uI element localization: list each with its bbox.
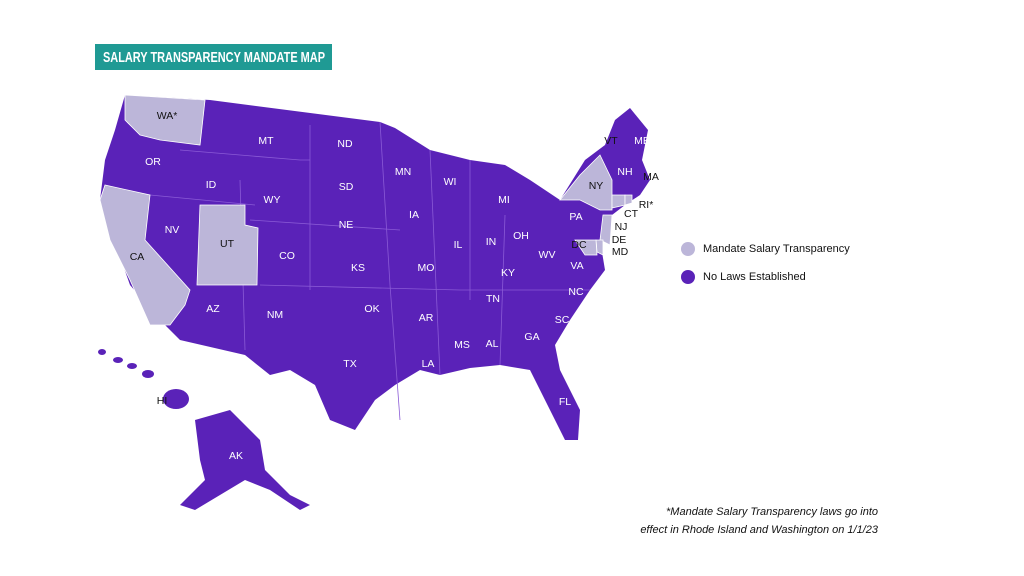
state-label: AL [486, 338, 499, 350]
state-label: AZ [206, 303, 220, 315]
state-label: KS [351, 262, 365, 274]
state-label: MT [258, 135, 274, 147]
state-label: SD [339, 181, 354, 193]
state-label: PA [569, 211, 582, 223]
state-label: UT [220, 238, 235, 250]
state-label: VT [604, 135, 618, 147]
state-shape [624, 194, 633, 206]
state-border [259, 284, 461, 291]
lower-48 [100, 95, 650, 440]
state-label: CT [624, 208, 639, 220]
alaska [180, 410, 310, 510]
state-label: SC [555, 314, 570, 326]
state-label: OR [145, 156, 161, 168]
state-label: AR [419, 312, 434, 324]
state-label: WI [444, 176, 457, 188]
state-label: ID [206, 179, 217, 191]
state-label: DC [571, 239, 587, 251]
state-label: WA* [157, 110, 178, 122]
state-label: ME [634, 135, 650, 147]
state-label: VA [570, 260, 583, 272]
title: SALARY TRANSPARENCY MANDATE MAP [103, 49, 325, 66]
state-label: IA [409, 209, 419, 221]
state-label: TX [343, 358, 356, 370]
hawaii-island [142, 370, 154, 378]
state-label: DE [612, 234, 627, 246]
state-label: MN [395, 166, 411, 178]
hawaii-island [127, 363, 137, 369]
legend-swatch [681, 270, 695, 284]
state-label: ND [337, 138, 353, 150]
state-label: IL [454, 239, 463, 251]
state-label: FL [559, 396, 571, 408]
state-label: OH [513, 230, 529, 242]
state-label: NC [568, 286, 584, 298]
footnote: effect in Rhode Island and Washington on… [640, 524, 879, 536]
state-label: OK [364, 303, 379, 315]
state-label: WY [264, 194, 281, 206]
state-border [249, 219, 401, 231]
state-label: MS [454, 339, 470, 351]
state-label: NE [339, 219, 354, 231]
state-label: NV [165, 224, 180, 236]
state-border [179, 149, 310, 161]
legend-label: No Laws Established [703, 271, 806, 283]
hawaii-island [113, 357, 123, 363]
hawaii-island [163, 389, 189, 409]
hawaii-island [98, 349, 106, 355]
state-label: AK [229, 450, 243, 462]
legend-label: Mandate Salary Transparency [703, 243, 850, 255]
state-shape [124, 94, 206, 146]
state-border [379, 121, 401, 421]
state-label: IN [486, 236, 497, 248]
state-label: MI [498, 194, 510, 206]
state-label: KY [501, 267, 515, 279]
legend-swatch [681, 242, 695, 256]
state-shape [574, 239, 598, 256]
state-label: LA [422, 358, 435, 370]
state-border [429, 149, 441, 376]
title-box [95, 44, 332, 70]
state-label: MD [612, 246, 629, 258]
state-label: RI* [639, 199, 654, 211]
footnote: *Mandate Salary Transparency laws go int… [666, 506, 878, 518]
state-label: NH [617, 166, 632, 178]
state-label: GA [524, 331, 539, 343]
state-label: MA [643, 171, 659, 183]
state-label: NM [267, 309, 283, 321]
state-label: NY [589, 180, 604, 192]
state-label: WV [539, 249, 556, 261]
state-border [149, 194, 256, 206]
state-label: CA [130, 251, 145, 263]
state-label: HI [157, 395, 168, 407]
state-shape [99, 184, 191, 326]
state-label: TN [486, 293, 500, 305]
state-label: CO [279, 250, 295, 262]
state-shape [599, 214, 613, 246]
state-label: MO [418, 262, 435, 274]
state-label: NJ [615, 221, 628, 233]
state-shape [196, 204, 259, 286]
